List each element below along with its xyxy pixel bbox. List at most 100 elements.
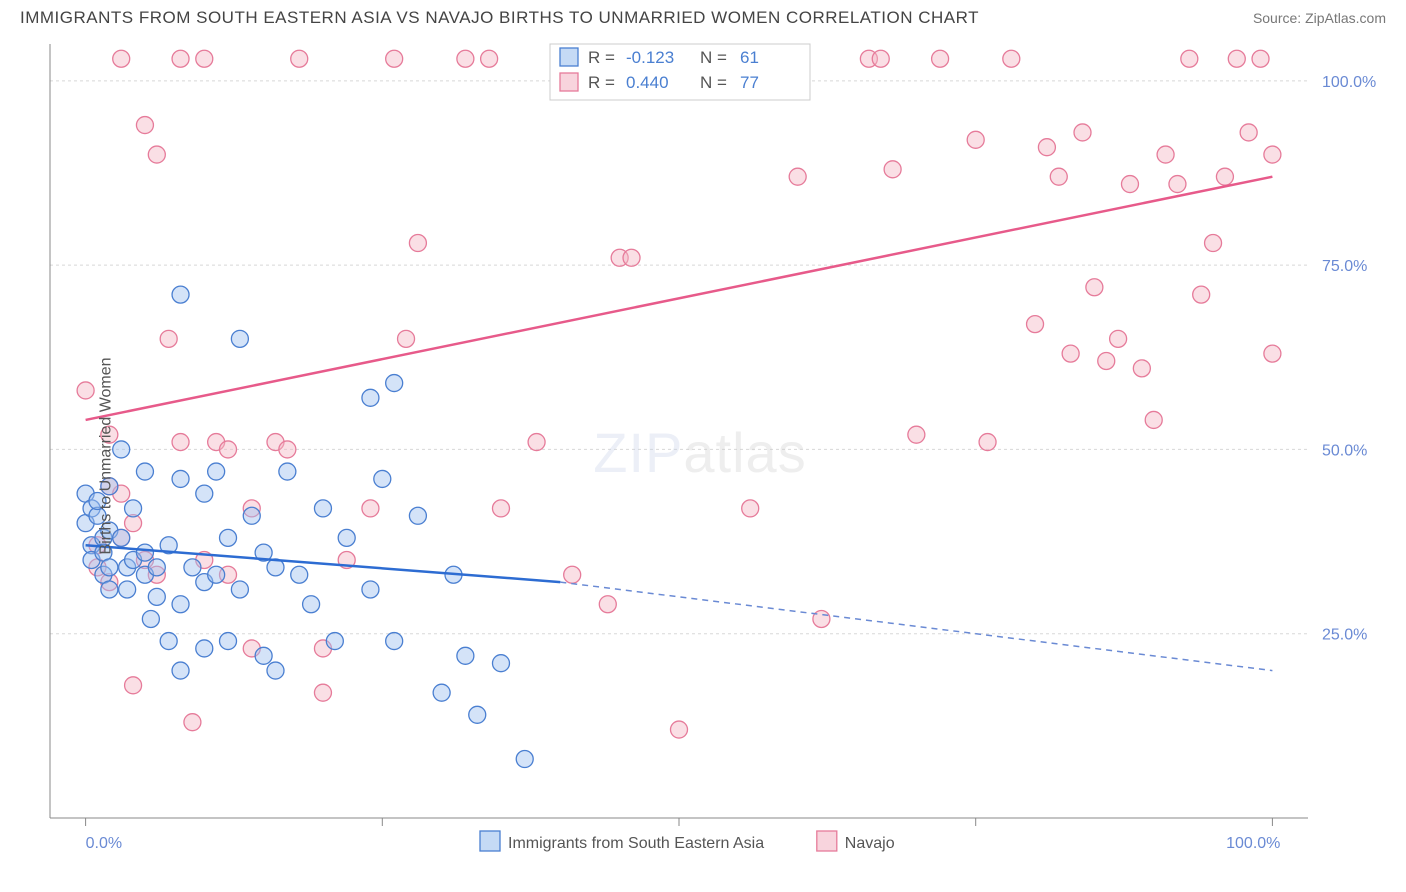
data-point	[599, 596, 616, 613]
correlation-legend: R =-0.123N =61R =0.440N =77	[550, 44, 810, 100]
data-point	[196, 485, 213, 502]
data-point	[1027, 316, 1044, 333]
data-point	[1121, 176, 1138, 193]
data-point	[1098, 352, 1115, 369]
data-point	[932, 50, 949, 67]
data-point	[314, 684, 331, 701]
data-point	[433, 684, 450, 701]
data-point	[362, 389, 379, 406]
data-point	[1181, 50, 1198, 67]
data-point	[231, 330, 248, 347]
data-point	[172, 596, 189, 613]
data-point	[1074, 124, 1091, 141]
data-point	[142, 610, 159, 627]
legend-series-label: Navajo	[845, 835, 895, 852]
data-point	[113, 50, 130, 67]
legend-n-value: 77	[740, 73, 759, 92]
x-tick-label: 100.0%	[1226, 835, 1280, 852]
chart-title: IMMIGRANTS FROM SOUTH EASTERN ASIA VS NA…	[20, 8, 979, 28]
scatter-plot-svg: ZIPatlas25.0%50.0%75.0%100.0%0.0%100.0%R…	[0, 32, 1406, 880]
data-point	[409, 507, 426, 524]
data-point	[492, 500, 509, 517]
data-point	[148, 588, 165, 605]
data-point	[1086, 279, 1103, 296]
data-point	[119, 581, 136, 598]
y-tick-label: 25.0%	[1322, 627, 1367, 644]
data-point	[1240, 124, 1257, 141]
data-point	[481, 50, 498, 67]
data-point	[516, 751, 533, 768]
data-point	[742, 500, 759, 517]
data-point	[386, 50, 403, 67]
data-point	[457, 50, 474, 67]
data-point	[136, 117, 153, 134]
data-point	[1110, 330, 1127, 347]
data-point	[291, 566, 308, 583]
data-point	[148, 559, 165, 576]
legend-swatch	[560, 73, 578, 91]
chart-area: Births to Unmarried Women ZIPatlas 25.0% 5…	[0, 32, 1406, 880]
data-point	[386, 375, 403, 392]
source-label: Source: ZipAtlas.com	[1253, 10, 1386, 26]
data-point	[172, 286, 189, 303]
data-point	[789, 168, 806, 185]
data-point	[872, 50, 889, 67]
y-tick-label: 50.0%	[1322, 442, 1367, 459]
data-point	[243, 507, 260, 524]
data-point	[231, 581, 248, 598]
data-point	[77, 382, 94, 399]
data-point	[528, 434, 545, 451]
data-point	[1050, 168, 1067, 185]
data-point	[172, 662, 189, 679]
legend-swatch	[560, 48, 578, 66]
legend-swatch	[480, 831, 500, 851]
data-point	[362, 581, 379, 598]
data-point	[208, 463, 225, 480]
data-point	[398, 330, 415, 347]
data-point	[101, 559, 118, 576]
data-point	[1157, 146, 1174, 163]
data-point	[623, 249, 640, 266]
data-point	[469, 706, 486, 723]
data-point	[1205, 235, 1222, 252]
data-point	[291, 50, 308, 67]
data-point	[267, 662, 284, 679]
data-point	[125, 500, 142, 517]
y-axis-label: Births to Unmarried Women	[98, 357, 116, 554]
data-point	[184, 714, 201, 731]
data-point	[196, 50, 213, 67]
data-point	[564, 566, 581, 583]
data-point	[1193, 286, 1210, 303]
legend-swatch	[817, 831, 837, 851]
data-point	[671, 721, 688, 738]
legend-r-value: 0.440	[626, 73, 669, 92]
data-point	[884, 161, 901, 178]
data-point	[160, 633, 177, 650]
data-point	[196, 640, 213, 657]
legend-series-label: Immigrants from South Eastern Asia	[508, 835, 764, 852]
data-point	[184, 559, 201, 576]
data-point	[279, 441, 296, 458]
data-point	[967, 131, 984, 148]
data-point	[492, 655, 509, 672]
watermark: ZIPatlas	[593, 421, 806, 484]
data-point	[908, 426, 925, 443]
data-point	[1264, 146, 1281, 163]
trend-line-blue-ext	[560, 582, 1272, 670]
data-point	[1264, 345, 1281, 362]
data-point	[160, 330, 177, 347]
data-point	[1169, 176, 1186, 193]
legend-r-label: R =	[588, 48, 615, 67]
data-point	[1003, 50, 1020, 67]
legend-n-value: 61	[740, 48, 759, 67]
data-point	[457, 647, 474, 664]
data-point	[101, 581, 118, 598]
data-point	[1216, 168, 1233, 185]
data-point	[208, 566, 225, 583]
y-tick-label: 75.0%	[1322, 258, 1367, 275]
data-point	[1228, 50, 1245, 67]
data-point	[220, 633, 237, 650]
data-point	[255, 647, 272, 664]
data-point	[220, 441, 237, 458]
data-point	[338, 529, 355, 546]
